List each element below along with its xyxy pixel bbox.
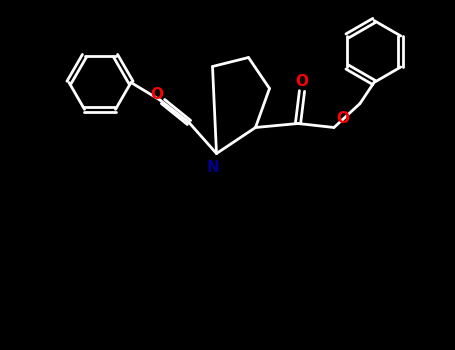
Text: O: O: [151, 87, 163, 102]
Text: O: O: [295, 75, 308, 90]
Text: N: N: [206, 160, 219, 175]
Text: O: O: [337, 111, 349, 126]
